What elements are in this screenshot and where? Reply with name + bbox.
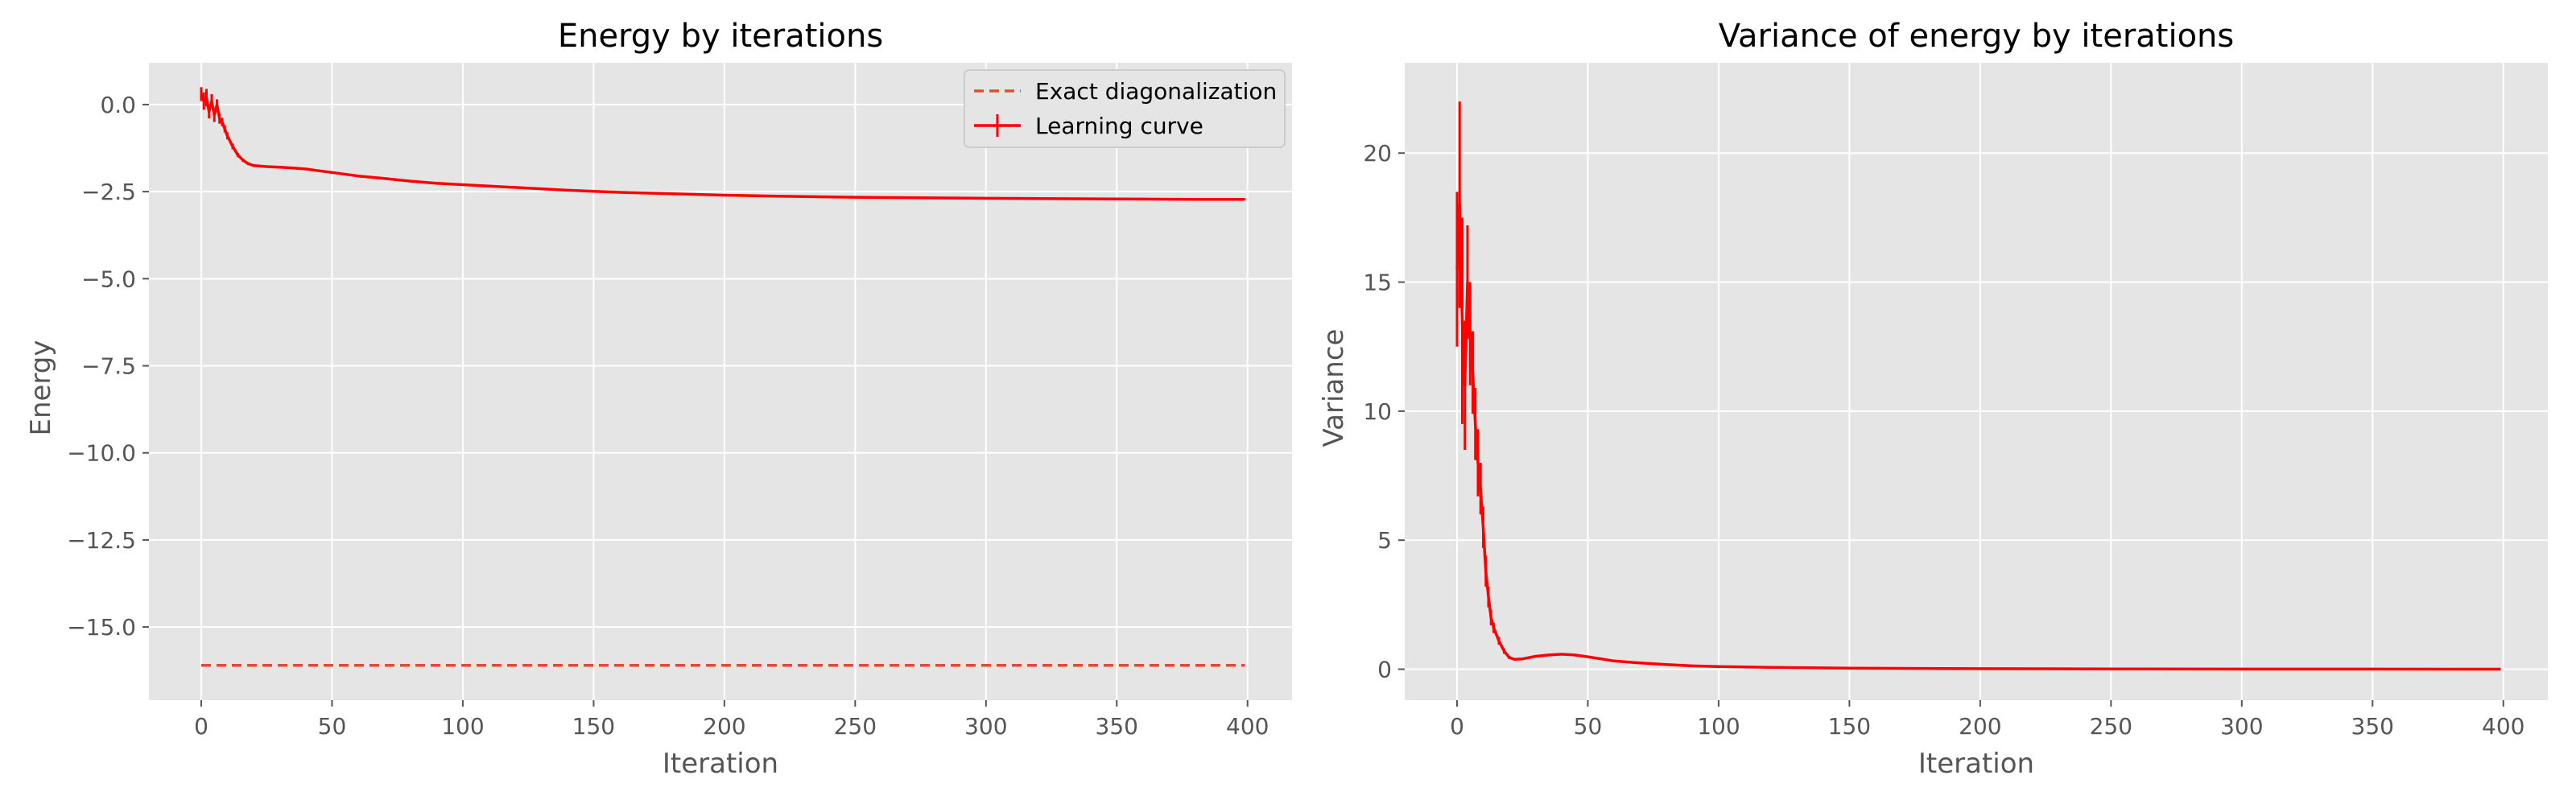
y-tick-label: 10 xyxy=(1363,398,1392,425)
x-tick-label: 350 xyxy=(2351,713,2394,740)
y-tick-label: 0.0 xyxy=(100,92,136,118)
x-tick-label: 400 xyxy=(2482,713,2524,740)
x-tick-label: 50 xyxy=(318,713,347,740)
x-tick-label: 200 xyxy=(1959,713,2001,740)
energy-chart-ylabel: Energy xyxy=(25,340,57,435)
variance-curve-line xyxy=(1455,203,2501,671)
learning-curve-line xyxy=(200,93,1245,201)
variance-chart-xlabel: Iteration xyxy=(1918,748,2034,780)
legend-exact-label: Exact diagonalization xyxy=(1035,78,1277,105)
axes-ticks: 0 50 100 150 200 250 300 350 400 0.0 −2.5 −5.0 −7.5 −… xyxy=(67,92,1269,740)
legend-curve-label: Learning curve xyxy=(1035,113,1203,139)
variance-chart-ylabel: Variance xyxy=(1318,329,1350,447)
y-tick-label: −12.5 xyxy=(67,527,136,554)
x-tick-label: 350 xyxy=(1096,713,1138,740)
x-tick-label: 100 xyxy=(1697,713,1740,740)
y-tick-label: −10.0 xyxy=(67,440,136,467)
variance-chart-title: Variance of energy by iterations xyxy=(1719,18,2234,55)
energy-chart-panel: 0 50 100 150 200 250 300 350 400 0.0 −2.5 −5.0 −7.5 −… xyxy=(25,18,1292,780)
grid xyxy=(1405,63,2548,700)
x-tick-label: 300 xyxy=(2220,713,2263,740)
legend-box xyxy=(964,69,1286,148)
y-tick-label: −7.5 xyxy=(81,353,136,380)
y-tick-label: −15.0 xyxy=(67,614,136,641)
x-tick-label: 150 xyxy=(572,713,615,740)
y-tick-label: 5 xyxy=(1377,527,1392,554)
x-tick-label: 200 xyxy=(703,713,745,740)
plot-area xyxy=(1405,63,2548,700)
x-tick-label: 400 xyxy=(1226,713,1269,740)
y-tick-label: 0 xyxy=(1377,657,1392,683)
x-tick-label: 0 xyxy=(194,713,208,740)
energy-chart-title: Energy by iterations xyxy=(558,18,883,55)
plot-area xyxy=(149,63,1292,700)
x-tick-label: 100 xyxy=(441,713,484,740)
axes-ticks: 0 50 100 150 200 250 300 350 400 0 5 10 15 20 xyxy=(1363,140,2524,740)
y-tick-label: 15 xyxy=(1363,270,1392,296)
x-tick-label: 0 xyxy=(1450,713,1464,740)
x-tick-label: 50 xyxy=(1574,713,1603,740)
series-variance xyxy=(1455,101,2503,671)
x-tick-label: 300 xyxy=(964,713,1007,740)
energy-chart-legend: Exact diagonalization Learning curve xyxy=(964,69,1286,148)
x-tick-label: 150 xyxy=(1828,713,1871,740)
x-tick-label: 250 xyxy=(2090,713,2132,740)
series-learning-curve xyxy=(200,87,1247,201)
y-tick-label: −2.5 xyxy=(81,179,136,205)
x-tick-label: 250 xyxy=(834,713,877,740)
variance-chart-panel: 0 50 100 150 200 250 300 350 400 0 5 10 15 20 Varianc… xyxy=(1318,18,2548,780)
y-tick-label: 20 xyxy=(1363,140,1392,167)
energy-chart-xlabel: Iteration xyxy=(663,748,778,780)
y-tick-label: −5.0 xyxy=(81,266,136,292)
